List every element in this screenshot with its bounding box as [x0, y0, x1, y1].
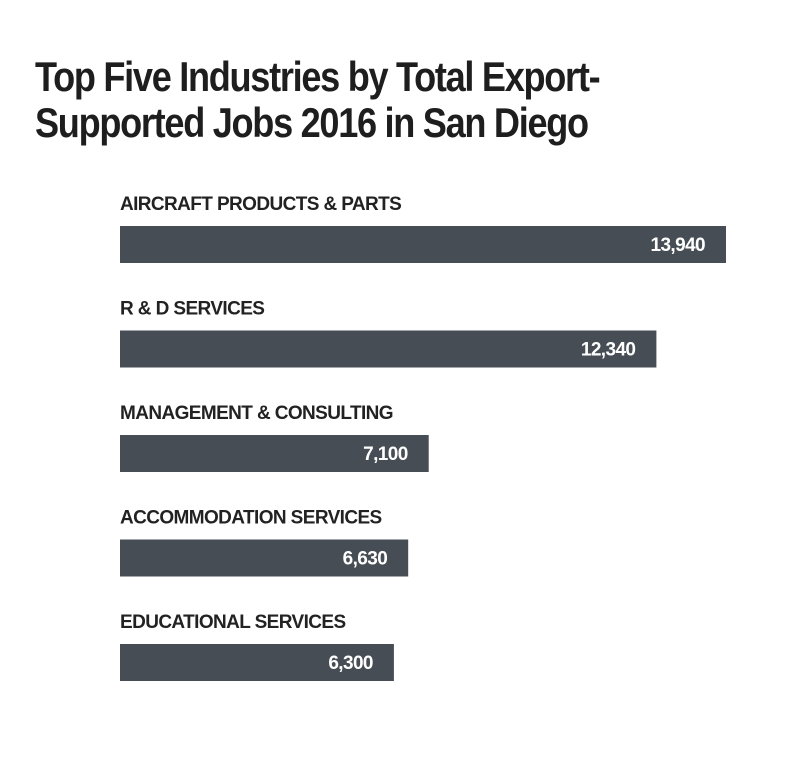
category-label: MANAGEMENT & CONSULTING [120, 403, 393, 424]
bar [120, 226, 726, 263]
category-label: EDUCATIONAL SERVICES [120, 612, 346, 633]
chart-title-line-2: Supported Jobs 2016 in San Diego [35, 99, 589, 146]
value-label: 6,300 [328, 653, 373, 674]
value-label: 12,340 [581, 340, 636, 361]
bar [120, 539, 409, 577]
chart-title-line-1: Top Five Industries by Total Export- [35, 53, 601, 100]
bar [120, 330, 657, 368]
category-label: AIRCRAFT PRODUCTS & PARTS [120, 194, 401, 215]
value-label: 6,630 [343, 549, 388, 570]
value-label: 7,100 [363, 444, 408, 465]
category-label: ACCOMMODATION SERVICES [120, 508, 382, 529]
category-label: R & D SERVICES [120, 299, 264, 320]
value-label: 13,940 [650, 235, 705, 256]
bar [120, 644, 394, 681]
chart-title: Top Five Industries by Total Export- Sup… [35, 54, 671, 146]
bar [120, 435, 429, 472]
